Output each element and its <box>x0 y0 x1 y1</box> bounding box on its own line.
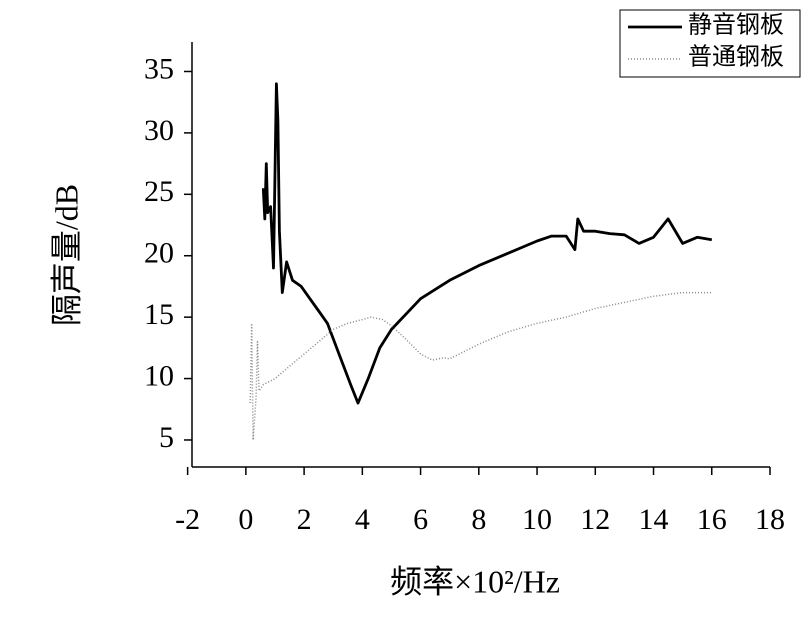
y-tick-label: 5 <box>159 421 174 454</box>
legend-box <box>619 9 801 78</box>
x-axis-label: 频率×10²/Hz <box>390 563 560 599</box>
x-tick-label: 14 <box>639 503 669 536</box>
x-tick-label: 16 <box>697 503 727 536</box>
x-tick-label: 6 <box>413 503 428 536</box>
y-tick-label: 15 <box>144 298 174 331</box>
x-tick-label: 4 <box>355 503 370 536</box>
x-tick-label: -2 <box>175 503 200 536</box>
legend-label: 静音钢板 <box>688 12 784 39</box>
y-axis-label: 隔声量/dB <box>48 184 84 326</box>
x-tick-label: 18 <box>755 503 785 536</box>
y-tick-label: 10 <box>144 359 174 392</box>
x-tick-label: 10 <box>522 503 552 536</box>
x-tick-label: 0 <box>238 503 253 536</box>
legend-label: 普通钢板 <box>688 44 784 71</box>
series-line <box>261 82 713 405</box>
x-tick-label: 8 <box>471 503 486 536</box>
series-line <box>249 291 712 441</box>
y-tick-label: 30 <box>144 114 174 147</box>
x-tick-label: 12 <box>580 503 610 536</box>
y-tick-label: 35 <box>144 52 174 85</box>
y-tick-label: 20 <box>144 237 174 270</box>
y-tick-label: 25 <box>144 175 174 208</box>
x-tick-label: 2 <box>297 503 312 536</box>
